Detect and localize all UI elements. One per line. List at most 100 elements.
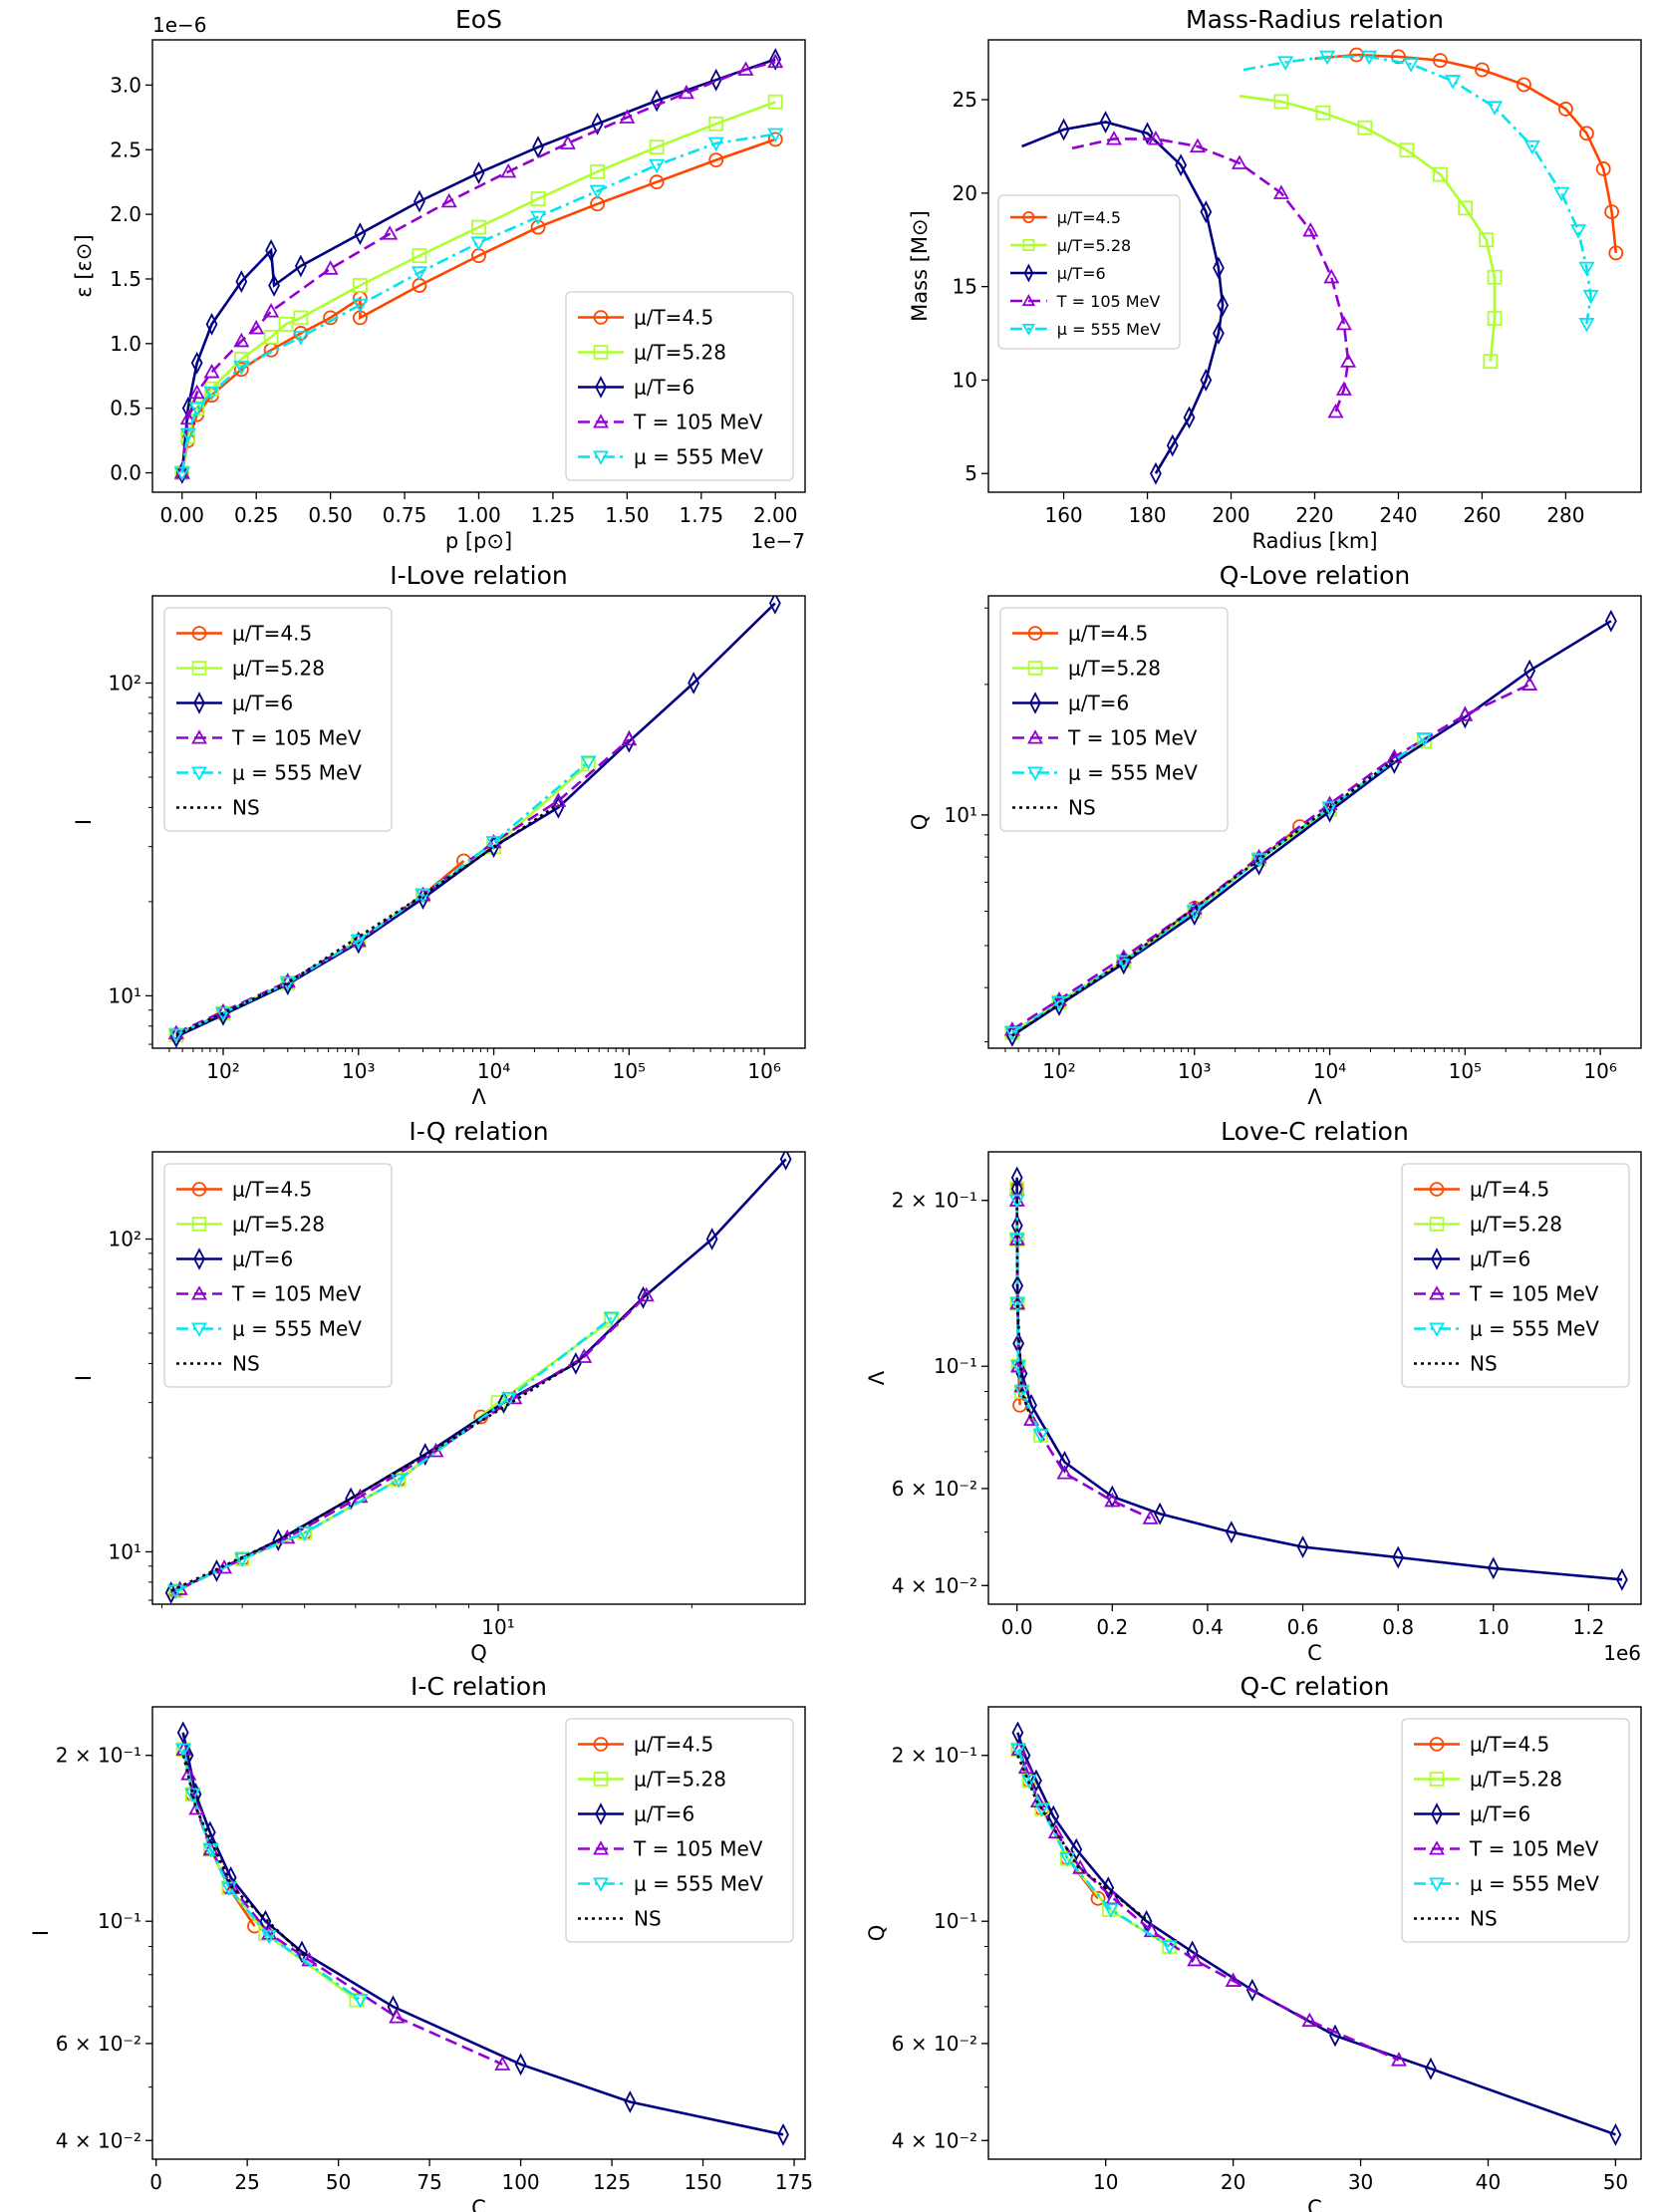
data-point xyxy=(296,1940,308,1964)
data-point xyxy=(581,756,596,772)
series-line-t-105-mev xyxy=(1017,1749,1400,2062)
data-point xyxy=(550,792,567,807)
x-tick-label: 0.75 xyxy=(383,503,427,527)
data-point xyxy=(1072,1859,1089,1874)
legend: μ/T=4.5 μ/T=5.28 μ/T=6 T = 105 MeV μ = 555 M… xyxy=(163,1163,393,1388)
x-tick-label: 10³ xyxy=(342,1059,375,1083)
data-point xyxy=(190,351,203,375)
y-tick-label: 4 × 10⁻² xyxy=(892,1573,977,1597)
y-axis-label: Q xyxy=(865,1925,889,1942)
data-point xyxy=(1340,353,1357,368)
legend-label: μ/T=4.5 xyxy=(232,1178,312,1202)
x-tick-label: 50 xyxy=(326,2170,351,2194)
data-point xyxy=(1245,1978,1258,2002)
data-point xyxy=(1187,1951,1204,1967)
data-point xyxy=(1059,1852,1076,1867)
y-tick-label: 10⁻¹ xyxy=(934,1354,977,1378)
data-point xyxy=(1301,2012,1318,2028)
legend: μ/T=4.5 μ/T=5.28 μ/T=6 T = 105 MeV μ = 555 M… xyxy=(1401,1718,1630,1943)
data-point xyxy=(350,935,367,950)
legend-label: μ = 555 MeV xyxy=(232,1317,362,1341)
y-tick-label: 2 × 10⁻¹ xyxy=(892,1189,977,1213)
legend-label: NS xyxy=(634,1907,662,1931)
legend-label: NS xyxy=(232,1352,260,1376)
plot-frame xyxy=(151,39,806,493)
series-line-555-mev xyxy=(1242,55,1592,325)
data-point xyxy=(576,1348,593,1363)
legend-marker xyxy=(1027,729,1043,744)
legend-marker xyxy=(1429,1322,1445,1337)
x-tick-label: 20 xyxy=(1221,2170,1245,2194)
plot-frame xyxy=(987,595,1642,1049)
plot-frame xyxy=(987,1151,1642,1605)
data-point xyxy=(414,189,425,213)
legend-label: T = 105 MeV xyxy=(1469,1837,1599,1861)
data-point xyxy=(1582,289,1599,305)
data-point xyxy=(591,112,604,136)
legend-marker xyxy=(593,1877,609,1892)
data-point xyxy=(767,128,784,143)
data-point xyxy=(1615,1567,1628,1591)
series-group xyxy=(1003,609,1617,1047)
chart-qc: Q-C relation 10 20 30 40 50 4 × 10⁻² 6 × 10⁻² 10… xyxy=(865,1672,1642,2212)
legend-marker xyxy=(191,1217,207,1232)
legend-marker xyxy=(593,1772,609,1787)
x-tick-label: 160 xyxy=(1044,503,1082,527)
legend-label: T = 105 MeV xyxy=(231,726,362,750)
series-group xyxy=(1021,47,1624,485)
y-axis-label: I xyxy=(72,1375,96,1381)
data-point xyxy=(589,184,606,200)
legend-marker xyxy=(193,1247,205,1270)
data-point xyxy=(1032,1429,1049,1444)
data-point xyxy=(1102,1876,1115,1900)
data-point xyxy=(296,1526,313,1541)
data-point xyxy=(173,466,190,481)
data-point xyxy=(737,61,754,76)
legend-label: μ/T=5.28 xyxy=(634,1768,726,1792)
y-tick-label: 25 xyxy=(953,88,977,112)
series-line-ns xyxy=(1015,1200,1033,1421)
legend-frame xyxy=(163,1163,393,1388)
data-point xyxy=(552,796,565,819)
legend: μ/T=4.5 μ/T=5.28 μ/T=6 T = 105 MeV μ = 555 M… xyxy=(565,1718,794,1943)
data-point xyxy=(767,132,783,147)
plot-frame xyxy=(151,595,806,1049)
legend-frame xyxy=(997,194,1181,350)
data-point xyxy=(188,402,205,417)
x-tick-label: 10⁴ xyxy=(1313,1059,1346,1083)
x-tick-label: 100 xyxy=(501,2170,539,2194)
legend-marker xyxy=(593,1840,609,1855)
legend-frame xyxy=(1401,1718,1630,1943)
data-point xyxy=(1161,1940,1178,1955)
chart-title: Mass-Radius relation xyxy=(1186,5,1444,34)
data-point xyxy=(1487,1556,1500,1580)
data-point xyxy=(1523,139,1540,155)
chart-lovec: Love-C relation 0.0 0.2 0.4 0.6 0.8 1.0 1.2 4 × … xyxy=(865,1117,1642,1665)
y-tick-label: 6 × 10⁻² xyxy=(892,1477,977,1501)
data-point xyxy=(1154,1502,1167,1525)
x-tick-label: 10² xyxy=(1042,1059,1075,1083)
data-point xyxy=(1349,47,1364,63)
legend-label: μ/T=4.5 xyxy=(634,306,713,330)
series-line-t-6 xyxy=(1021,121,1225,474)
y-tick-label: 2 × 10⁻¹ xyxy=(56,1744,141,1768)
data-point xyxy=(559,135,576,149)
legend-marker xyxy=(191,626,207,641)
data-point xyxy=(188,1799,205,1815)
data-point xyxy=(769,48,782,71)
legend-marker xyxy=(1022,238,1035,252)
y-tick-label: 20 xyxy=(953,181,977,205)
data-point xyxy=(1115,955,1132,970)
y-tick-label: 2.0 xyxy=(110,202,141,226)
data-point xyxy=(354,222,367,245)
series-group xyxy=(1010,1721,1622,2146)
legend-marker xyxy=(191,1285,207,1300)
data-point xyxy=(1487,101,1504,116)
legend-marker xyxy=(593,450,609,465)
legend-label: μ = 555 MeV xyxy=(232,761,362,785)
data-point xyxy=(353,278,368,293)
data-point xyxy=(470,236,487,252)
legend-marker xyxy=(1021,324,1036,336)
x-tick-label: 10⁵ xyxy=(1449,1059,1482,1083)
legend-marker xyxy=(593,414,609,428)
